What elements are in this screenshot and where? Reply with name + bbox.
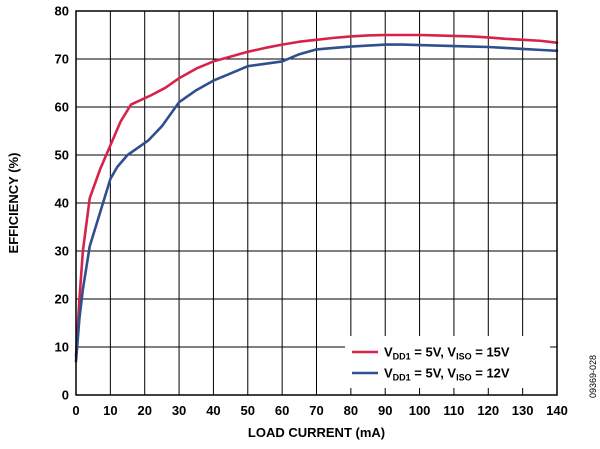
y-tick-label: 30 [55,244,69,259]
y-tick-label: 40 [55,196,69,211]
series-line-2 [74,43,559,363]
series-line-1 [74,33,559,358]
legend-label-2: VDD1 = 5V, VISO = 12V [384,366,510,383]
x-tick-label: 70 [309,403,323,418]
legend: VDD1 = 5V, VISO = 15V VDD1 = 5V, VISO = 1… [345,336,550,388]
x-tick-label: 20 [137,403,151,418]
grid [75,10,558,396]
x-tick-label: 90 [378,403,392,418]
y-tick-label: 50 [55,148,69,163]
legend-box [345,336,550,388]
y-tick-label: 60 [55,100,69,115]
x-tick-label: 10 [103,403,117,418]
y-tick-label: 70 [55,52,69,67]
x-tick-label: 120 [477,403,499,418]
x-tick-label: 60 [275,403,289,418]
x-tick-label: 100 [409,403,431,418]
series-lines [74,33,559,363]
x-tick-label: 140 [546,403,568,418]
x-tick-label: 110 [443,403,464,418]
x-tick-label: 80 [344,403,358,418]
x-tick-labels: 0 10 20 30 40 50 60 70 80 90 100 110 120 130 140 [72,403,567,418]
y-tick-label: 0 [62,388,69,403]
x-tick-label: 50 [241,403,255,418]
y-axis-title: EFFICIENCY (%) [6,153,21,254]
y-tick-label: 80 [55,4,69,19]
plot-frame [75,10,558,396]
x-axis-title: LOAD CURRENT (mA) [248,425,385,440]
figure-id: 09369-028 [588,355,598,398]
x-tick-label: 0 [72,403,79,418]
x-tick-label: 40 [206,403,220,418]
x-tick-label: 130 [512,403,534,418]
x-tick-label: 30 [172,403,186,418]
y-tick-label: 10 [55,340,69,355]
legend-label-1: VDD1 = 5V, VISO = 15V [384,345,510,362]
y-tick-labels: 0 10 20 30 40 50 60 70 80 [55,4,69,403]
y-tick-label: 20 [55,292,69,307]
